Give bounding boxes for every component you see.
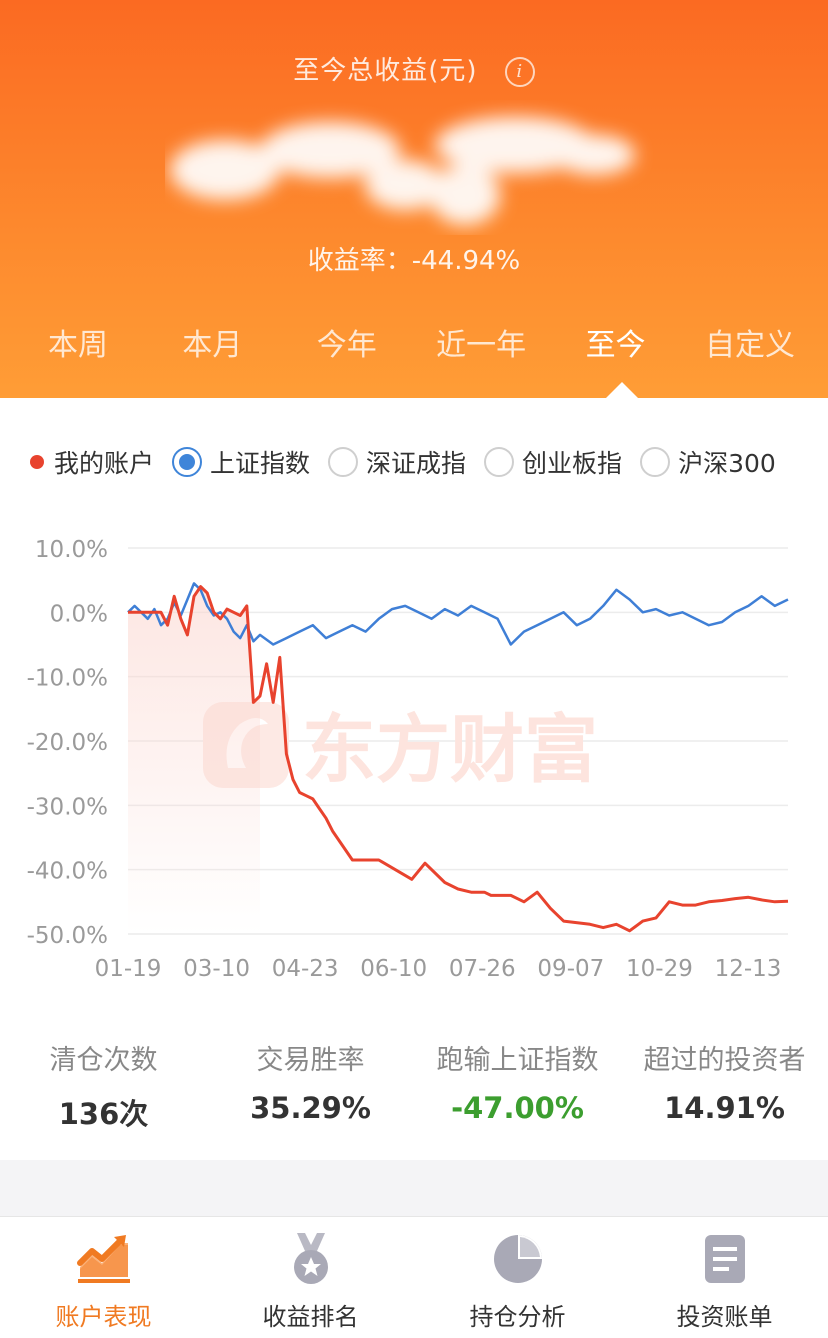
y-tick-label: 0.0% — [50, 601, 108, 627]
radio-icon[interactable] — [328, 447, 359, 477]
nav-profit-ranking[interactable]: 收益排名 — [207, 1217, 414, 1338]
total-profit-title-text: 至今总收益(元) — [293, 56, 478, 86]
stat-label: 清仓次数 — [49, 1045, 158, 1076]
legend-my-account-label: 我的账户 — [54, 449, 155, 478]
obscured-amount — [170, 117, 635, 225]
return-rate-label: 收益率： — [307, 246, 412, 276]
red-dot-icon — [30, 455, 44, 469]
legend-my-account: 我的账户 — [30, 444, 154, 480]
x-tick-label: 03-10 — [183, 956, 250, 982]
index-line — [127, 582, 789, 646]
legend-option-label: 沪深300 — [678, 449, 776, 478]
tab-custom[interactable]: 自定义 — [704, 328, 795, 363]
stat-label: 交易胜率 — [256, 1045, 365, 1076]
period-tabs: 本周 本月 今年 近一年 至今 自定义 — [0, 320, 828, 380]
y-tick-label: -50.0% — [27, 923, 108, 949]
stat-value: 14.91% — [664, 1091, 785, 1125]
legend-option-sse[interactable]: 上证指数 — [172, 444, 310, 480]
x-tick-label: 10-29 — [626, 956, 693, 982]
performance-chart: 10.0%0.0%-10.0%-20.0%-30.0%-40.0%-50.0% … — [27, 537, 789, 982]
tab-year[interactable]: 今年 — [316, 328, 377, 363]
watermark: 东方财富 — [203, 702, 598, 793]
stat-value: 136次 — [58, 1097, 149, 1131]
x-tick-label: 07-26 — [449, 956, 516, 982]
x-tick-label: 06-10 — [360, 956, 427, 982]
stat-vs-index: 跑输上证指数 -47.00% — [414, 1038, 621, 1133]
tab-month[interactable]: 本月 — [182, 328, 243, 363]
radio-icon[interactable] — [484, 447, 515, 477]
legend-option-szse[interactable]: 深证成指 — [328, 444, 466, 480]
y-tick-label: -40.0% — [27, 859, 108, 885]
bottom-nav: 账户表现 收益排名 持仓分析 投资账单 — [0, 1216, 828, 1338]
y-tick-label: -20.0% — [27, 730, 108, 756]
medal-icon — [293, 1233, 328, 1284]
stat-label: 超过的投资者 — [643, 1045, 806, 1076]
nav-label: 投资账单 — [676, 1303, 773, 1331]
stat-beat-investors: 超过的投资者 14.91% — [621, 1038, 828, 1133]
stat-value: 35.29% — [250, 1091, 371, 1125]
x-tick-label: 04-23 — [272, 956, 339, 982]
chart-card: 我的账户 上证指数 深证成指 创业板指 沪深300 10.0% 0.0% -10.0… — [0, 398, 828, 1160]
total-profit-title: 至今总收益(元) i — [0, 50, 828, 87]
active-tab-caret — [606, 382, 638, 398]
pie-chart-icon — [493, 1235, 542, 1283]
legend-option-csi300[interactable]: 沪深300 — [640, 444, 776, 480]
legend-option-label: 创业板指 — [522, 449, 623, 478]
x-tick-label: 12-13 — [715, 956, 782, 982]
stats-row: 清仓次数 136次 交易胜率 35.29% 跑输上证指数 -47.00% 超过的… — [0, 1038, 828, 1133]
document-icon — [704, 1235, 745, 1283]
nav-position-analysis[interactable]: 持仓分析 — [414, 1217, 621, 1338]
nav-label: 持仓分析 — [469, 1303, 566, 1331]
x-tick-label: 01-19 — [95, 956, 162, 982]
radio-selected-icon[interactable] — [172, 447, 203, 477]
tab-to-date[interactable]: 至今 — [585, 328, 646, 363]
nav-label: 账户表现 — [55, 1303, 152, 1331]
return-rate-value: -44.94% — [411, 246, 521, 276]
radio-icon[interactable] — [640, 447, 671, 477]
watermark-text: 东方财富 — [302, 707, 598, 793]
tab-last-year[interactable]: 近一年 — [436, 328, 527, 363]
stat-label: 跑输上证指数 — [436, 1045, 599, 1076]
nav-investment-bill[interactable]: 投资账单 — [621, 1217, 828, 1338]
stat-value: -47.00% — [451, 1091, 584, 1125]
y-tick-label: 10.0% — [35, 537, 108, 563]
legend-option-chinext[interactable]: 创业板指 — [484, 444, 622, 480]
trend-chart-icon — [76, 1235, 130, 1283]
info-icon[interactable]: i — [504, 56, 535, 87]
nav-account-performance[interactable]: 账户表现 — [0, 1217, 207, 1338]
my-account-area — [128, 586, 260, 934]
profit-header: 至今总收益(元) i 收益率：-44.94% 本周 本月 今年 近一年 至今 自… — [0, 0, 828, 398]
y-tick-label: -10.0% — [27, 666, 108, 692]
x-tick-label: 09-07 — [537, 956, 604, 982]
legend-option-label: 深证成指 — [366, 449, 467, 478]
chart-legend: 我的账户 上证指数 深证成指 创业板指 沪深300 — [30, 442, 808, 482]
y-tick-label: -30.0% — [27, 794, 108, 820]
return-rate: 收益率：-44.94% — [0, 240, 828, 277]
nav-label: 收益排名 — [262, 1303, 359, 1331]
my-account-line — [128, 585, 789, 933]
legend-option-label: 上证指数 — [210, 449, 311, 478]
stat-clear-count: 清仓次数 136次 — [0, 1038, 207, 1133]
tab-week[interactable]: 本周 — [48, 328, 108, 363]
stat-win-rate: 交易胜率 35.29% — [207, 1038, 414, 1133]
